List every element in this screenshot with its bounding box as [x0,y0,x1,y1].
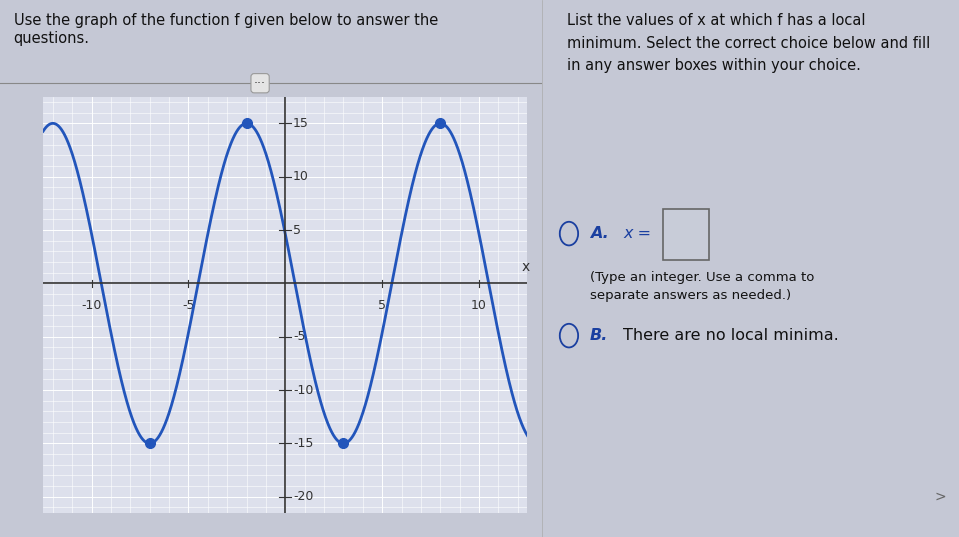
Text: ···: ··· [254,77,266,90]
Text: B.: B. [590,328,608,343]
Text: -15: -15 [293,437,314,450]
Text: -10: -10 [293,383,314,397]
Text: 5: 5 [378,300,386,313]
Text: List the values of x at which f has a local
minimum. Select the correct choice b: List the values of x at which f has a lo… [567,13,930,73]
Text: -20: -20 [293,490,314,503]
Text: 10: 10 [471,300,487,313]
Text: There are no local minima.: There are no local minima. [623,328,839,343]
Text: -10: -10 [82,300,102,313]
FancyBboxPatch shape [663,209,709,260]
Text: 15: 15 [293,117,309,130]
Text: 10: 10 [293,170,309,183]
Text: -5: -5 [293,330,306,343]
Text: 5: 5 [293,223,301,237]
Text: x =: x = [623,226,656,241]
Text: -5: -5 [182,300,195,313]
Text: A.: A. [590,226,609,241]
Text: x: x [522,259,529,273]
Text: >: > [935,490,947,504]
Text: Use the graph of the function f given below to answer the
questions.: Use the graph of the function f given be… [13,13,438,46]
Text: (Type an integer. Use a comma to
separate answers as needed.): (Type an integer. Use a comma to separat… [590,271,814,302]
